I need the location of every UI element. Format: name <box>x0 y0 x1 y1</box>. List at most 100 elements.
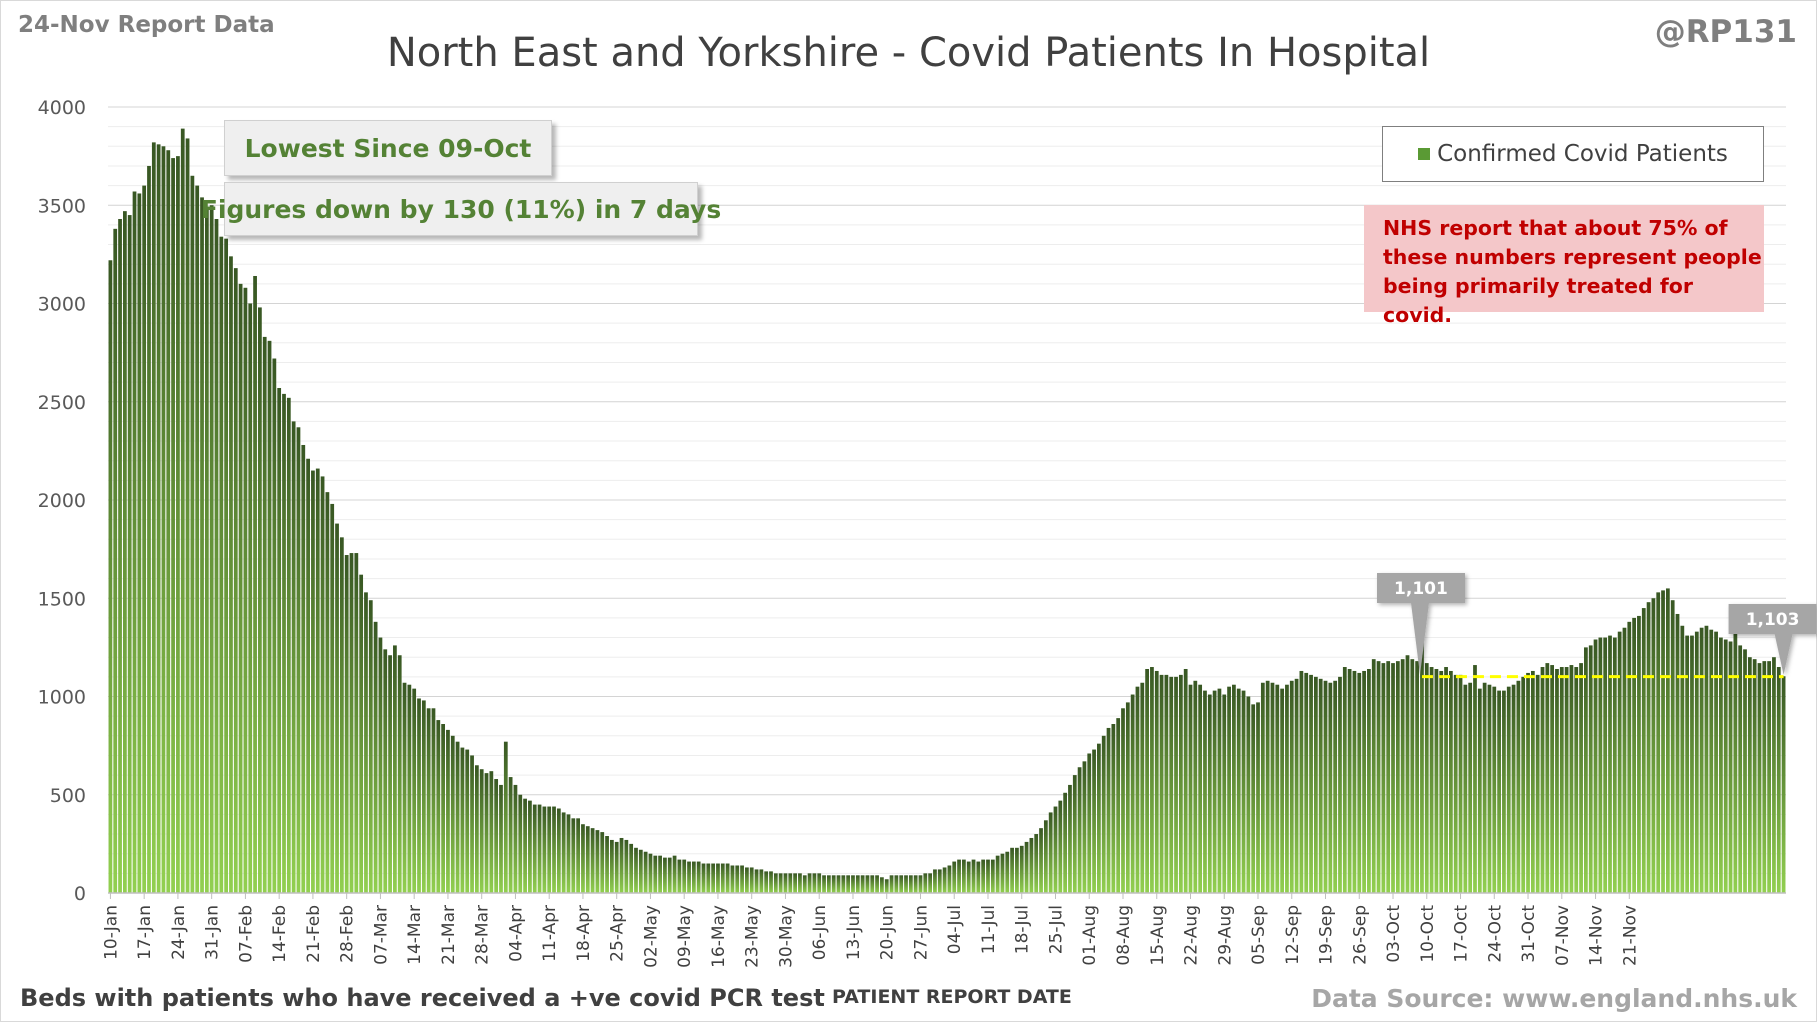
bar <box>1540 667 1545 893</box>
bar <box>1063 792 1068 893</box>
bar <box>1077 767 1082 893</box>
bar <box>1188 684 1193 893</box>
bar <box>928 873 932 893</box>
bar <box>190 175 195 893</box>
bar <box>1068 784 1072 893</box>
bar <box>1603 637 1608 893</box>
bar <box>1328 682 1333 893</box>
bar <box>523 798 527 893</box>
bar <box>1207 694 1212 893</box>
bar <box>1709 629 1714 893</box>
bar <box>1733 629 1738 893</box>
bar <box>1632 617 1636 893</box>
bar <box>1289 680 1294 893</box>
bar <box>238 283 243 894</box>
bar <box>595 830 600 893</box>
bar <box>209 205 214 893</box>
bar <box>773 873 778 893</box>
bar <box>446 729 450 893</box>
bar <box>1005 851 1010 893</box>
author-handle: @RP131 <box>1654 14 1797 50</box>
bar <box>1473 665 1477 893</box>
bar <box>740 865 744 893</box>
footnote: Beds with patients who have received a +… <box>20 984 825 1012</box>
bar <box>547 806 552 893</box>
bar <box>1593 639 1598 893</box>
bar <box>749 867 754 893</box>
bar <box>296 427 301 893</box>
bar <box>1482 682 1487 893</box>
bar <box>1521 676 1526 893</box>
bar <box>600 832 605 893</box>
bar <box>1449 670 1453 893</box>
bar <box>1371 659 1376 893</box>
bar <box>267 340 272 894</box>
bar <box>417 698 421 893</box>
bar <box>1256 702 1260 893</box>
bar <box>224 238 229 893</box>
bar <box>590 828 595 893</box>
bar <box>1106 727 1111 893</box>
bar <box>1015 847 1019 893</box>
bar <box>388 655 392 893</box>
x-tick-label: 23-May <box>743 905 763 968</box>
bar <box>1130 694 1135 893</box>
bar <box>942 867 947 893</box>
bar <box>1135 686 1140 893</box>
bar <box>1029 837 1034 893</box>
bar <box>1559 667 1564 893</box>
bar <box>802 875 807 893</box>
x-tick-label: 24-Jan <box>169 905 189 960</box>
x-tick-label: 14-Mar <box>405 905 425 965</box>
x-tick-label: 18-Apr <box>574 905 594 962</box>
x-tick-label: 08-Aug <box>1114 905 1134 966</box>
bar <box>1217 688 1222 893</box>
x-tick-label: 07-Feb <box>236 905 256 963</box>
bar <box>1145 668 1149 893</box>
x-tick-label: 26-Sep <box>1350 905 1370 965</box>
bar <box>180 128 185 893</box>
bar <box>1535 674 1540 893</box>
bar <box>1318 678 1323 893</box>
bar <box>884 879 889 893</box>
bar <box>619 837 624 893</box>
bar <box>1584 647 1588 894</box>
bar <box>923 873 928 893</box>
bar <box>1665 588 1670 893</box>
bar <box>1193 680 1198 893</box>
bar <box>1087 753 1092 893</box>
x-tick-label: 04-Apr <box>506 905 526 962</box>
bar <box>253 275 257 893</box>
bar <box>1178 674 1183 893</box>
bar <box>1747 657 1752 893</box>
bar <box>778 873 783 893</box>
x-tick-label: 05-Sep <box>1249 905 1269 965</box>
bar <box>214 219 219 893</box>
bar <box>1579 663 1583 893</box>
bar <box>1304 672 1309 893</box>
bar <box>118 219 122 893</box>
bar <box>258 307 262 893</box>
bar <box>1116 718 1121 893</box>
x-tick-label: 27-Jun <box>912 905 932 960</box>
bar <box>1203 690 1207 893</box>
bar <box>1723 639 1728 893</box>
bar <box>494 779 499 893</box>
bar <box>1024 841 1029 893</box>
bar <box>542 806 547 893</box>
bar <box>696 861 701 893</box>
bar <box>1280 688 1284 893</box>
legend-swatch <box>1418 148 1431 160</box>
x-tick-label: 14-Feb <box>270 905 290 963</box>
bar <box>1690 635 1694 893</box>
bar <box>1622 627 1627 893</box>
bar <box>995 855 1000 893</box>
bar <box>1415 661 1420 893</box>
bar <box>904 875 908 893</box>
bar <box>826 875 831 893</box>
bar <box>614 841 619 893</box>
x-tick-label: 22-Aug <box>1182 905 1202 966</box>
bar <box>1174 676 1178 893</box>
bar <box>1641 608 1646 893</box>
bar <box>1675 613 1680 893</box>
